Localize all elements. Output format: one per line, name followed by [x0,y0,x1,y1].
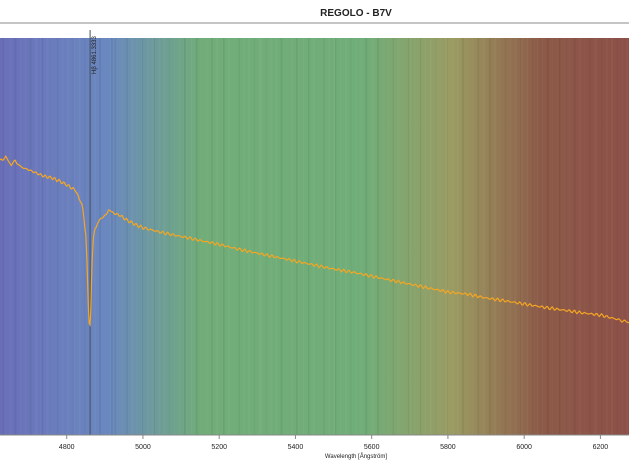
x-tick-label: 4800 [59,444,75,451]
x-tick-label: 6200 [593,444,609,451]
hbeta-label: Hβ 4861.3333 [92,36,98,74]
spectrum-background [0,38,629,435]
chart-title: REGOLO - B7V [320,8,392,19]
x-ticks: 4800 5000 5200 5400 5600 5800 6000 6200 [59,435,608,451]
x-tick-label: 6000 [516,444,532,451]
absorption-stripes [0,38,629,435]
x-tick-label: 5000 [135,444,151,451]
spectrum-line [0,155,629,327]
x-tick-label: 5200 [211,444,227,451]
x-tick-label: 5400 [288,444,304,451]
x-tick-label: 5600 [364,444,380,451]
x-axis-label: Wavelength [Ångström] [325,453,387,460]
x-tick-label: 5800 [440,444,456,451]
